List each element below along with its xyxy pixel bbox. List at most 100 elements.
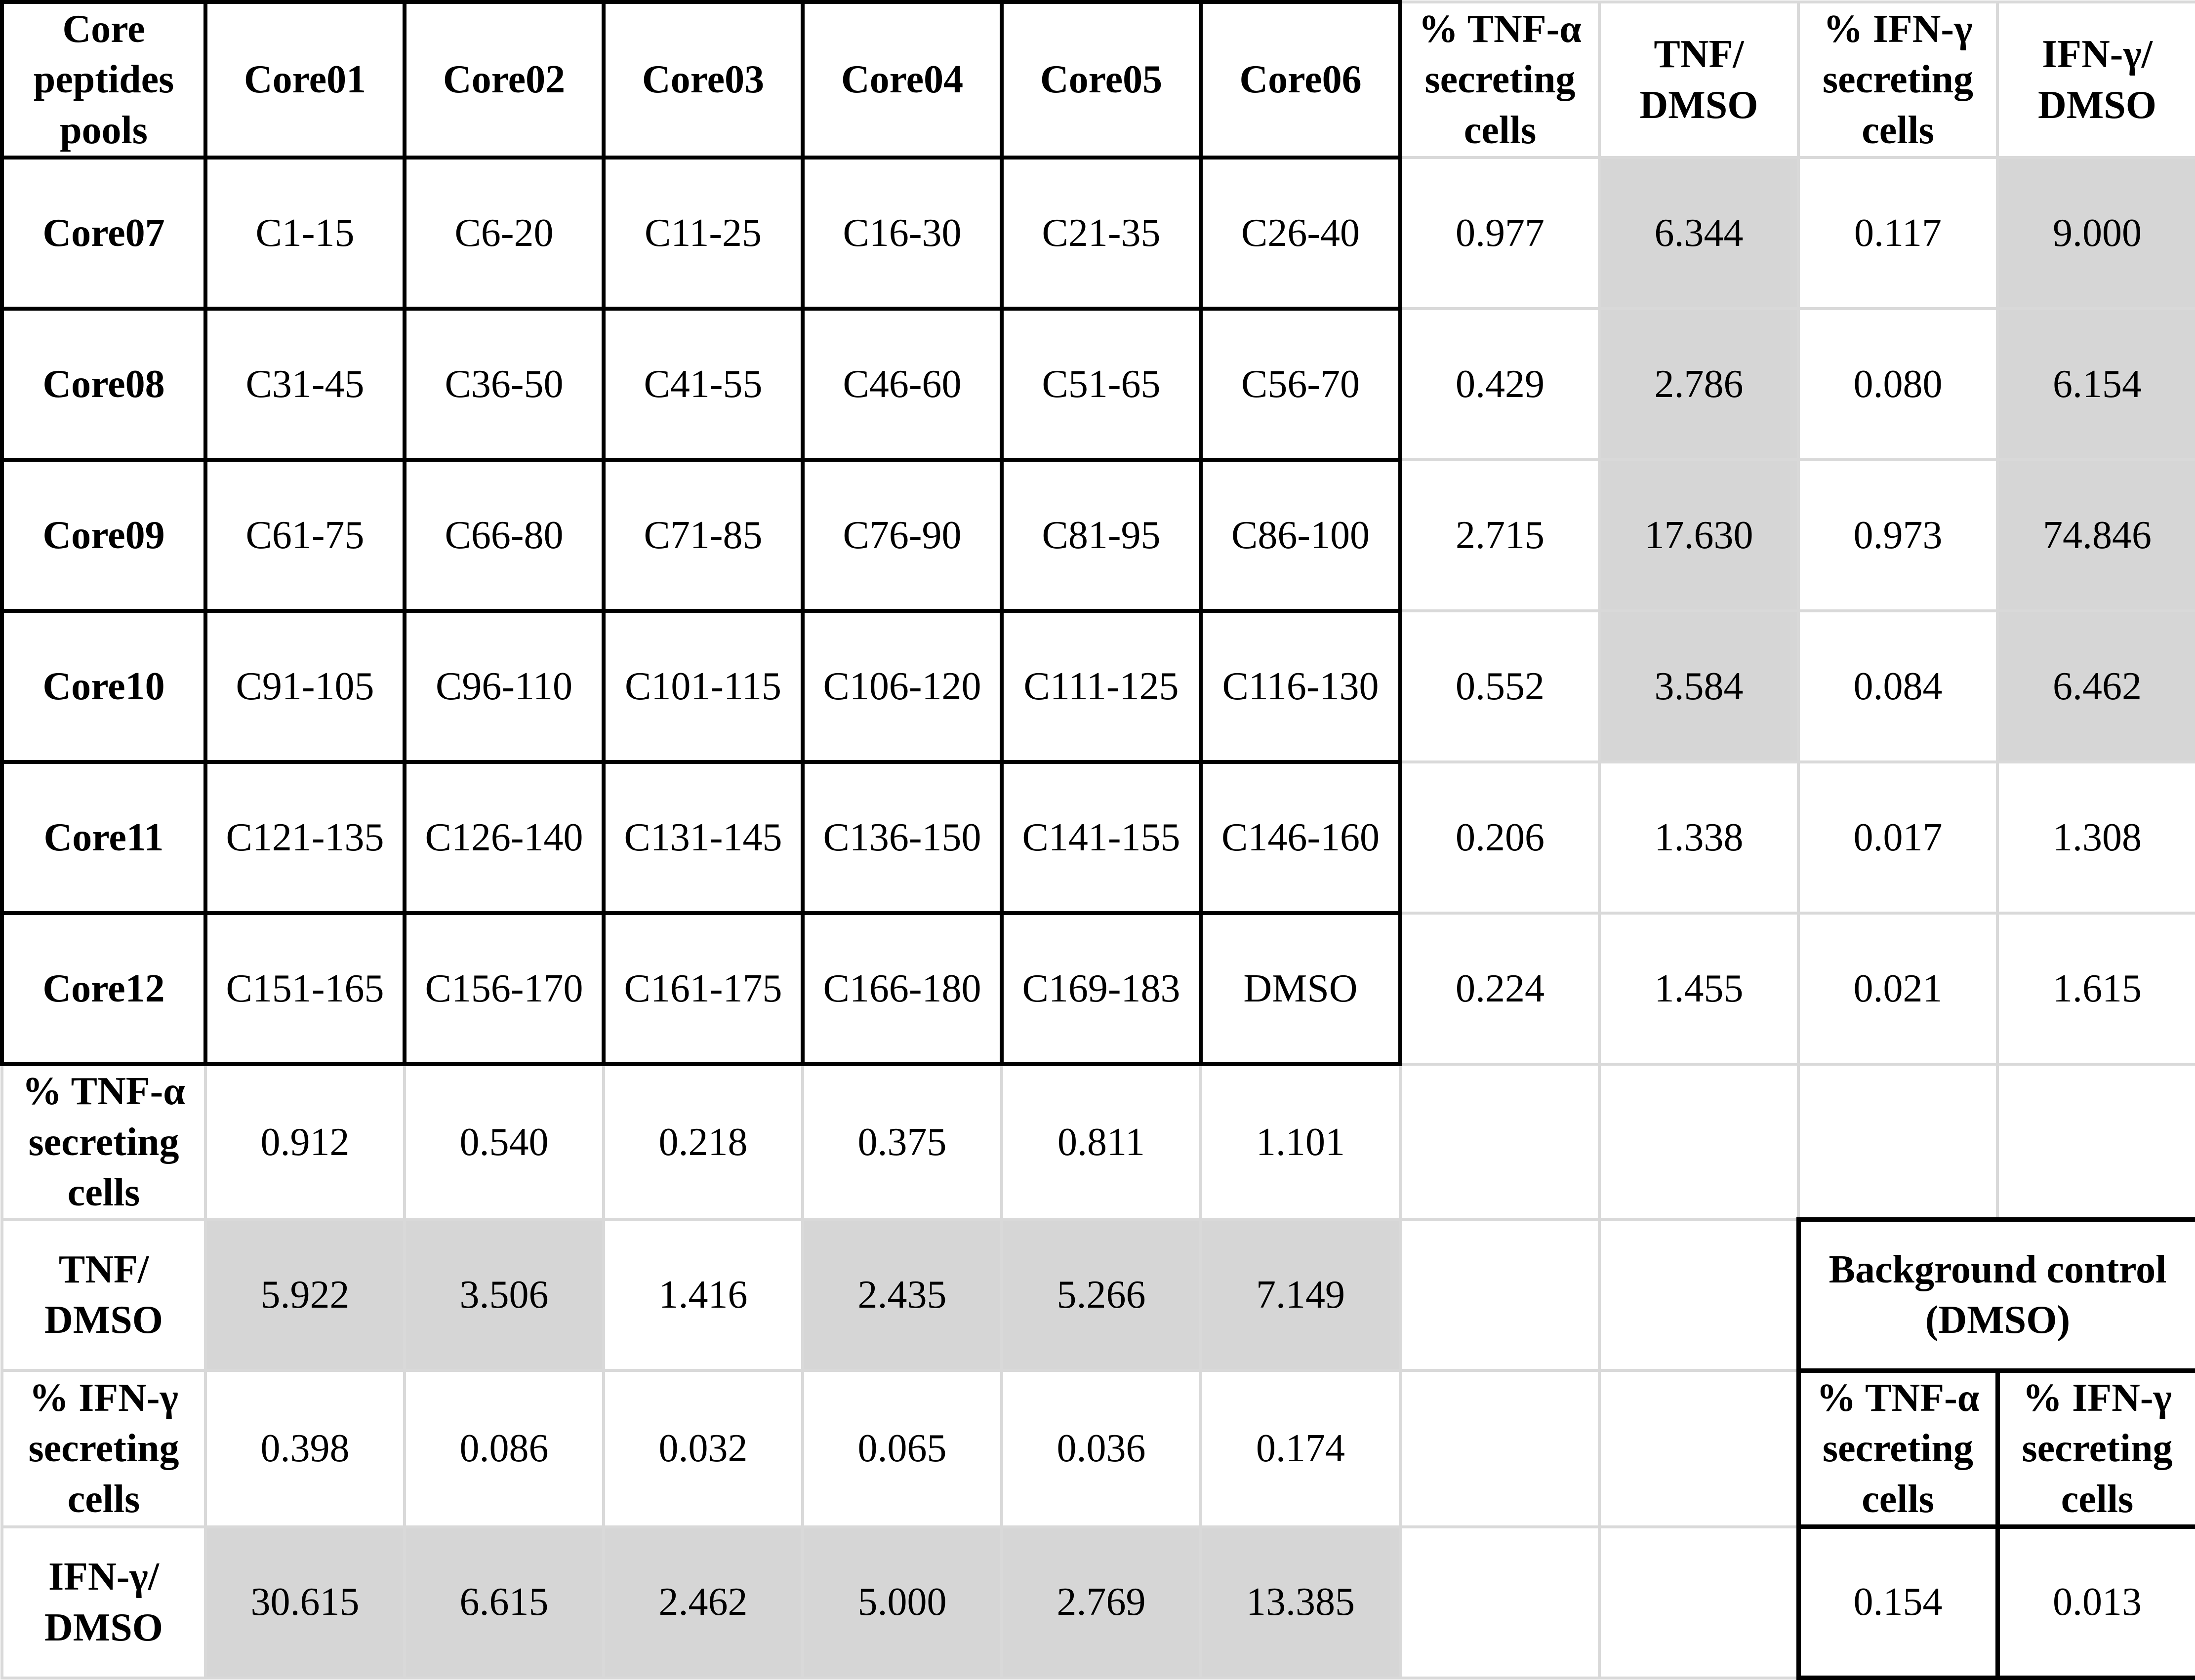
peptide-cell: C66-80 <box>403 458 606 613</box>
table-row-core10: Core10 C91-105 C96-110 C101-115 C106-120… <box>0 609 2195 764</box>
ifn-ratio-cell: 6.154 <box>1996 307 2195 462</box>
bottom-row-label: IFN-γ/ DMSO <box>0 1525 207 1680</box>
background-control-title: Background control (DMSO) <box>1796 1217 2195 1373</box>
empty-cell <box>1598 1218 1800 1372</box>
tnf-pct-cell: 0.206 <box>1399 760 1601 915</box>
peptide-cell: C126-140 <box>403 760 606 916</box>
value-cell: 0.086 <box>403 1369 605 1528</box>
empty-cell <box>1598 1369 1800 1528</box>
ifn-pct-cell: 0.084 <box>1797 609 1999 764</box>
background-control-tnf-value: 0.154 <box>1796 1524 2000 1680</box>
peptide-cell: C131-145 <box>602 760 805 916</box>
peptide-cell: C81-95 <box>1000 458 1203 613</box>
empty-cell <box>1399 1063 1601 1221</box>
table-row-core07: Core07 C1-15 C6-20 C11-25 C16-30 C21-35 … <box>0 156 2195 311</box>
empty-cell <box>1797 1063 1999 1221</box>
peptide-cell: C111-125 <box>1000 609 1203 764</box>
col-header-core01: Core01 <box>203 0 406 160</box>
value-cell: 5.266 <box>1000 1218 1202 1372</box>
value-cell: 2.769 <box>1000 1525 1202 1680</box>
tnf-ratio-cell: 6.344 <box>1598 156 1800 311</box>
tnf-ratio-cell: 3.584 <box>1598 609 1800 764</box>
peptide-cell: C6-20 <box>403 156 606 311</box>
table-row-ifn-pct: % IFN-γ secreting cells 0.398 0.086 0.03… <box>0 1368 2195 1529</box>
table-row-core09: Core09 C61-75 C66-80 C71-85 C76-90 C81-9… <box>0 458 2195 613</box>
tnf-ratio-cell: 1.338 <box>1598 760 1800 915</box>
ifn-pct-cell: 0.973 <box>1797 458 1999 613</box>
row-label: Core08 <box>0 307 207 462</box>
value-cell: 0.174 <box>1199 1369 1402 1528</box>
peptide-cell: C1-15 <box>203 156 406 311</box>
ifn-pct-cell: 0.080 <box>1797 307 1999 462</box>
value-cell: 0.036 <box>1000 1369 1202 1528</box>
tnf-ratio-cell: 17.630 <box>1598 458 1800 613</box>
background-control-ifn-header: % IFN-γ secreting cells <box>1995 1368 2195 1529</box>
peptide-cell: C169-183 <box>1000 911 1203 1067</box>
tnf-pct-cell: 0.977 <box>1399 156 1601 311</box>
value-cell: 5.000 <box>801 1525 1003 1680</box>
ifn-pct-cell: 0.021 <box>1797 912 1999 1066</box>
col-header-core06: Core06 <box>1199 0 1402 160</box>
empty-cell <box>1598 1063 1800 1221</box>
value-cell: 0.375 <box>801 1063 1003 1221</box>
peptide-cell: C31-45 <box>203 307 406 462</box>
row-label: Core12 <box>0 911 207 1067</box>
table-row-core12: Core12 C151-165 C156-170 C161-175 C166-1… <box>0 911 2195 1067</box>
tnf-ratio-cell: 1.455 <box>1598 912 1800 1066</box>
ifn-ratio-cell: 1.615 <box>1996 912 2195 1066</box>
peptide-cell: C46-60 <box>801 307 1004 462</box>
col-header-core03: Core03 <box>602 0 805 160</box>
value-cell: 1.101 <box>1199 1063 1402 1221</box>
value-cell: 1.416 <box>602 1218 804 1372</box>
value-cell: 7.149 <box>1199 1218 1402 1372</box>
peptide-cell: C136-150 <box>801 760 1004 916</box>
peptide-cell: C86-100 <box>1199 458 1402 613</box>
empty-cell <box>1399 1218 1601 1372</box>
peptide-cell: C16-30 <box>801 156 1004 311</box>
ifn-ratio-cell: 6.462 <box>1996 609 2195 764</box>
col-header-tnf-pct: % TNF-α secreting cells <box>1399 0 1601 160</box>
value-cell: 0.811 <box>1000 1063 1202 1221</box>
value-cell: 2.462 <box>602 1525 804 1680</box>
peptide-cell: C61-75 <box>203 458 406 613</box>
peptide-cell: C26-40 <box>1199 156 1402 311</box>
peptide-cell: C71-85 <box>602 458 805 613</box>
empty-cell <box>1598 1525 1800 1680</box>
value-cell: 0.218 <box>602 1063 804 1221</box>
value-cell: 0.912 <box>204 1063 406 1221</box>
corner-header: Core peptides pools <box>0 0 207 160</box>
tnf-pct-cell: 0.552 <box>1399 609 1601 764</box>
value-cell: 0.065 <box>801 1369 1003 1528</box>
table-row-core11: Core11 C121-135 C126-140 C131-145 C136-1… <box>0 760 2195 916</box>
col-header-core02: Core02 <box>403 0 606 160</box>
peptide-cell: C41-55 <box>602 307 805 462</box>
table-row-core08: Core08 C31-45 C36-50 C41-55 C46-60 C51-6… <box>0 307 2195 462</box>
value-cell: 0.540 <box>403 1063 605 1221</box>
col-header-ifn-ratio: IFN-γ/ DMSO <box>1996 0 2195 160</box>
ifn-ratio-cell: 74.846 <box>1996 458 2195 613</box>
ifn-ratio-cell: 1.308 <box>1996 760 2195 915</box>
table-row-ifn-ratio: IFN-γ/ DMSO 30.615 6.615 2.462 5.000 2.7… <box>0 1524 2195 1680</box>
peptide-cell: C76-90 <box>801 458 1004 613</box>
peptide-cell: C11-25 <box>602 156 805 311</box>
col-header-core04: Core04 <box>801 0 1004 160</box>
tnf-pct-cell: 0.224 <box>1399 912 1601 1066</box>
peptide-cell: C101-115 <box>602 609 805 764</box>
bottom-row-label: % TNF-α secreting cells <box>0 1063 207 1221</box>
peptide-cell: C151-165 <box>203 911 406 1067</box>
bottom-row-label: % IFN-γ secreting cells <box>0 1369 207 1528</box>
peptide-cell: C91-105 <box>203 609 406 764</box>
value-cell: 3.506 <box>403 1218 605 1372</box>
row-label: Core11 <box>0 760 207 916</box>
peptide-cell: C166-180 <box>801 911 1004 1067</box>
header-row: Core peptides pools Core01 Core02 Core03… <box>0 0 2195 160</box>
tnf-pct-cell: 2.715 <box>1399 458 1601 613</box>
col-header-tnf-ratio: TNF/ DMSO <box>1598 0 1800 160</box>
row-label: Core10 <box>0 609 207 764</box>
peptide-cell: C106-120 <box>801 609 1004 764</box>
peptide-cell: C156-170 <box>403 911 606 1067</box>
background-control-ifn-value: 0.013 <box>1995 1524 2195 1680</box>
peptide-cell: C141-155 <box>1000 760 1203 916</box>
row-label: Core07 <box>0 156 207 311</box>
row-label: Core09 <box>0 458 207 613</box>
